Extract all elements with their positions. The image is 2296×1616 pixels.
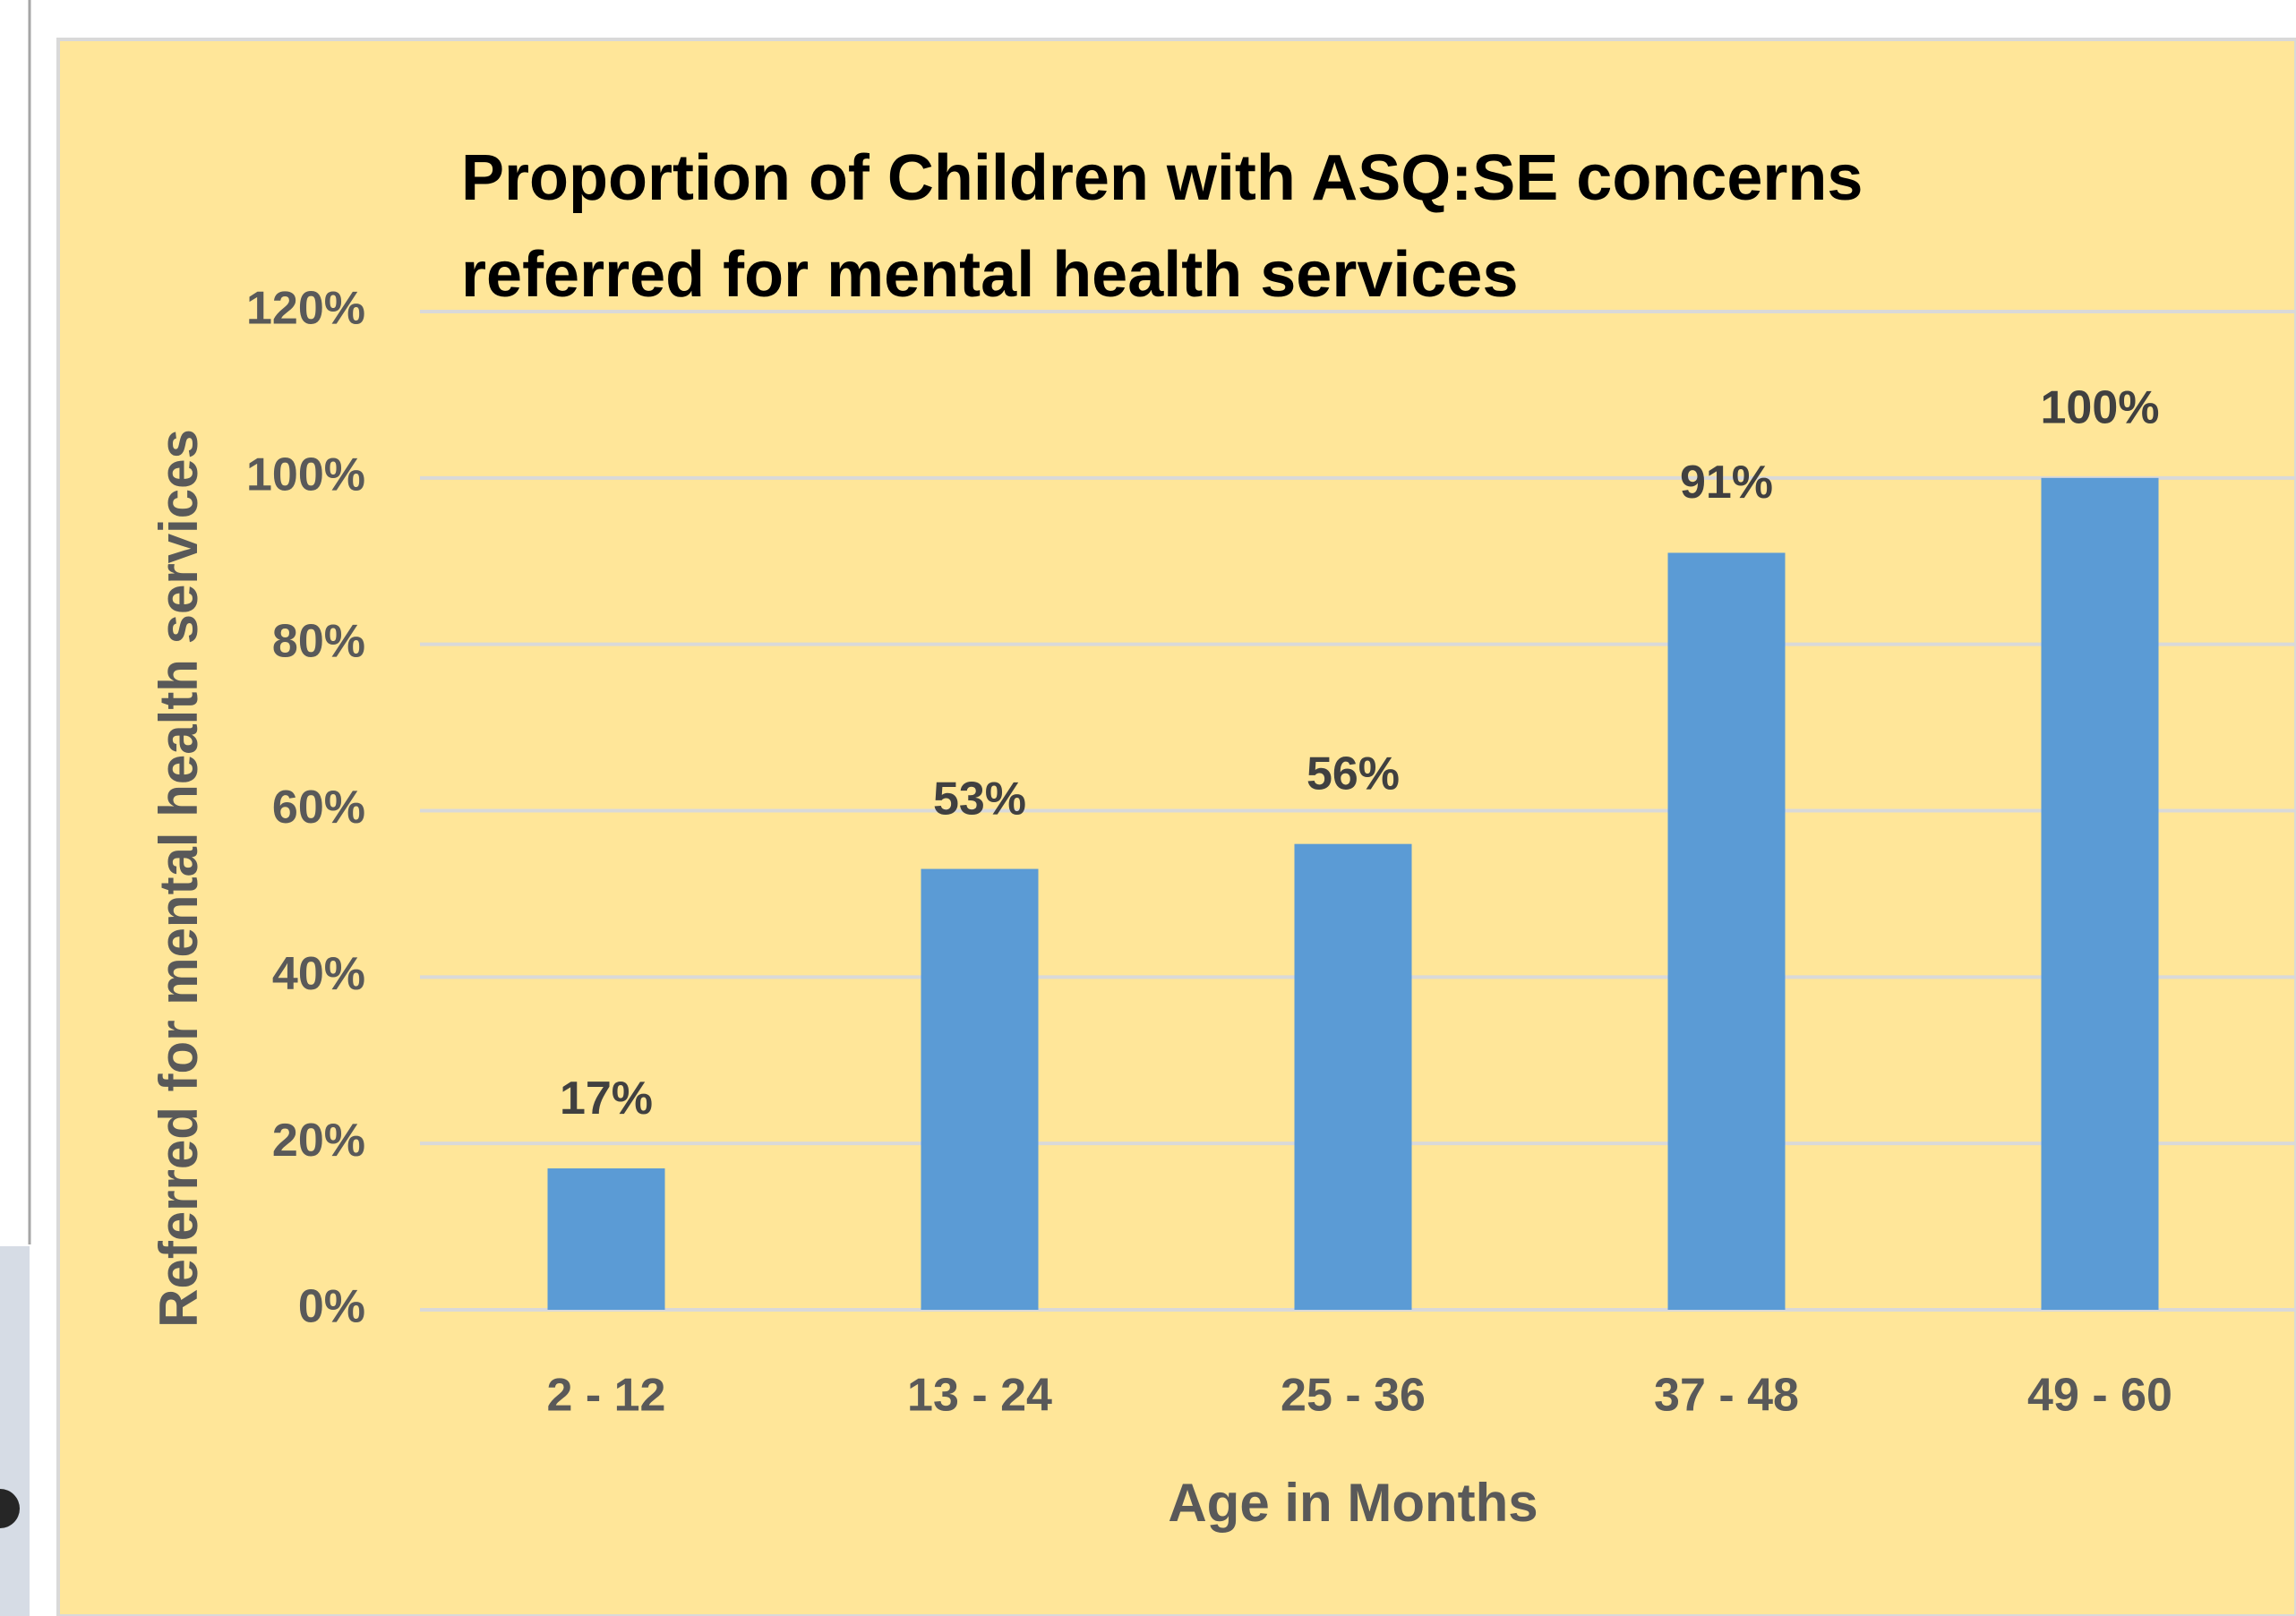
y-tick-label: 100%	[246, 449, 365, 501]
bar	[921, 868, 1039, 1310]
y-tick-label: 40%	[272, 948, 365, 1000]
y-axis-label: Referred for mental health services	[149, 429, 209, 1328]
x-tick-label: 37 - 48	[1654, 1370, 1799, 1422]
chart-title: referred for mental health services	[461, 239, 1519, 311]
x-tick-label: 25 - 36	[1281, 1370, 1426, 1422]
data-label: 91%	[1680, 457, 1773, 509]
data-label: 56%	[1306, 748, 1400, 799]
y-tick-label: 120%	[246, 283, 365, 335]
chart-title: Proportion of Children with ASQ:SE conce…	[461, 142, 1863, 214]
data-label: 53%	[933, 773, 1026, 825]
side-panel	[0, 1246, 30, 1616]
x-axis-label: Age in Months	[1168, 1473, 1538, 1533]
x-tick-label: 13 - 24	[907, 1370, 1052, 1422]
y-tick-label: 20%	[272, 1115, 365, 1167]
y-tick-label: 80%	[272, 615, 365, 667]
bar	[1667, 552, 1786, 1310]
bar	[1294, 843, 1412, 1310]
y-tick-label: 60%	[272, 782, 365, 834]
chart-area	[56, 38, 2296, 1616]
y-tick-label: 0%	[298, 1281, 365, 1333]
icon	[0, 1489, 20, 1528]
bar	[2041, 477, 2159, 1310]
data-label: 100%	[2041, 382, 2160, 434]
x-tick-label: 49 - 60	[2027, 1370, 2172, 1422]
bar	[547, 1168, 665, 1310]
data-label: 17%	[560, 1073, 653, 1124]
x-tick-label: 2 - 12	[547, 1370, 666, 1422]
